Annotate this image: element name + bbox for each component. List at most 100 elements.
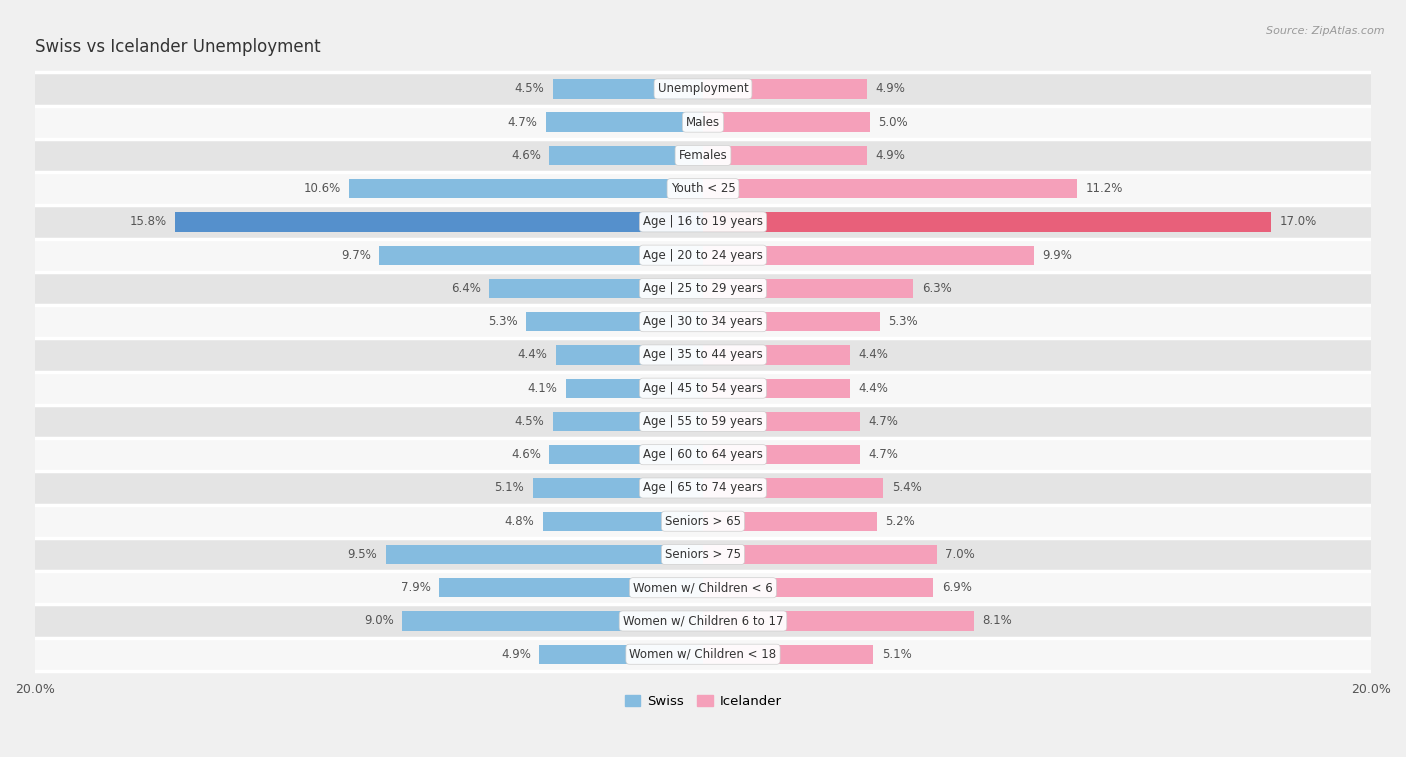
Text: 4.6%: 4.6% (512, 149, 541, 162)
Bar (35, 105, 1371, 139)
Text: 5.3%: 5.3% (488, 315, 517, 329)
Text: 4.4%: 4.4% (858, 348, 889, 361)
Bar (35, 72, 1371, 105)
Text: Age | 65 to 74 years: Age | 65 to 74 years (643, 481, 763, 494)
Text: 10.6%: 10.6% (304, 182, 340, 195)
Text: Source: ZipAtlas.com: Source: ZipAtlas.com (1267, 26, 1385, 36)
Bar (35, 505, 1371, 537)
Text: 5.4%: 5.4% (891, 481, 921, 494)
Bar (555, 345, 703, 365)
Text: 6.9%: 6.9% (942, 581, 972, 594)
Bar (567, 378, 703, 398)
Text: 6.4%: 6.4% (451, 282, 481, 295)
Bar (703, 279, 914, 298)
Text: Age | 20 to 24 years: Age | 20 to 24 years (643, 248, 763, 262)
Text: 7.0%: 7.0% (945, 548, 974, 561)
Bar (176, 212, 703, 232)
Text: 4.9%: 4.9% (875, 83, 905, 95)
Bar (703, 179, 1077, 198)
Text: 4.4%: 4.4% (517, 348, 548, 361)
Text: Youth < 25: Youth < 25 (671, 182, 735, 195)
Bar (703, 312, 880, 332)
Text: Women w/ Children < 18: Women w/ Children < 18 (630, 648, 776, 661)
Text: 5.1%: 5.1% (882, 648, 911, 661)
Bar (35, 338, 1371, 372)
Bar (703, 445, 860, 464)
Bar (35, 205, 1371, 238)
Text: 4.4%: 4.4% (858, 382, 889, 394)
Text: Age | 55 to 59 years: Age | 55 to 59 years (643, 415, 763, 428)
Bar (703, 545, 936, 564)
Text: 5.1%: 5.1% (495, 481, 524, 494)
Bar (35, 405, 1371, 438)
Text: Age | 35 to 44 years: Age | 35 to 44 years (643, 348, 763, 361)
Text: Age | 30 to 34 years: Age | 30 to 34 years (643, 315, 763, 329)
Bar (546, 113, 703, 132)
Bar (703, 212, 1271, 232)
Text: Females: Females (679, 149, 727, 162)
Text: 4.5%: 4.5% (515, 415, 544, 428)
Bar (703, 612, 973, 631)
Text: Women w/ Children < 6: Women w/ Children < 6 (633, 581, 773, 594)
Text: 4.5%: 4.5% (515, 83, 544, 95)
Bar (35, 172, 1371, 205)
Text: 4.8%: 4.8% (505, 515, 534, 528)
Bar (550, 445, 703, 464)
Text: 9.0%: 9.0% (364, 615, 394, 628)
Bar (489, 279, 703, 298)
Bar (526, 312, 703, 332)
Bar (35, 238, 1371, 272)
Bar (543, 512, 703, 531)
Text: 5.3%: 5.3% (889, 315, 918, 329)
Bar (35, 571, 1371, 604)
Bar (703, 113, 870, 132)
Text: Seniors > 75: Seniors > 75 (665, 548, 741, 561)
Bar (35, 637, 1371, 671)
Text: 7.9%: 7.9% (401, 581, 430, 594)
Text: Unemployment: Unemployment (658, 83, 748, 95)
Text: 11.2%: 11.2% (1085, 182, 1123, 195)
Bar (703, 345, 851, 365)
Text: Age | 16 to 19 years: Age | 16 to 19 years (643, 216, 763, 229)
Bar (402, 612, 703, 631)
Bar (703, 478, 883, 497)
Bar (553, 79, 703, 98)
Bar (703, 578, 934, 597)
Text: 4.7%: 4.7% (869, 448, 898, 461)
Bar (703, 79, 866, 98)
Bar (35, 537, 1371, 571)
Text: Age | 45 to 54 years: Age | 45 to 54 years (643, 382, 763, 394)
Bar (385, 545, 703, 564)
Text: 5.0%: 5.0% (879, 116, 908, 129)
Text: 9.5%: 9.5% (347, 548, 377, 561)
Bar (35, 305, 1371, 338)
Text: Women w/ Children 6 to 17: Women w/ Children 6 to 17 (623, 615, 783, 628)
Bar (703, 245, 1033, 265)
Bar (349, 179, 703, 198)
Text: Males: Males (686, 116, 720, 129)
Text: Age | 25 to 29 years: Age | 25 to 29 years (643, 282, 763, 295)
Text: 4.6%: 4.6% (512, 448, 541, 461)
Text: 4.1%: 4.1% (527, 382, 558, 394)
Bar (35, 604, 1371, 637)
Bar (703, 378, 851, 398)
Bar (703, 512, 877, 531)
Text: 4.7%: 4.7% (869, 415, 898, 428)
Bar (35, 272, 1371, 305)
Bar (35, 472, 1371, 505)
Bar (550, 146, 703, 165)
Text: 8.1%: 8.1% (981, 615, 1012, 628)
Bar (703, 146, 866, 165)
Bar (35, 438, 1371, 472)
Text: 4.7%: 4.7% (508, 116, 537, 129)
Bar (35, 372, 1371, 405)
Bar (553, 412, 703, 431)
Text: 4.9%: 4.9% (501, 648, 531, 661)
Text: Swiss vs Icelander Unemployment: Swiss vs Icelander Unemployment (35, 38, 321, 56)
Bar (439, 578, 703, 597)
Text: 17.0%: 17.0% (1279, 216, 1316, 229)
Bar (703, 645, 873, 664)
Text: 15.8%: 15.8% (129, 216, 167, 229)
Text: 9.9%: 9.9% (1042, 248, 1071, 262)
Text: 6.3%: 6.3% (922, 282, 952, 295)
